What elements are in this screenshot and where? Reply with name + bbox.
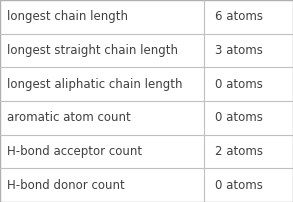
- Text: 6 atoms: 6 atoms: [215, 10, 263, 23]
- Text: longest aliphatic chain length: longest aliphatic chain length: [7, 78, 183, 91]
- Text: H-bond acceptor count: H-bond acceptor count: [7, 145, 142, 158]
- Text: 0 atoms: 0 atoms: [215, 111, 263, 124]
- Text: 0 atoms: 0 atoms: [215, 179, 263, 192]
- Text: 0 atoms: 0 atoms: [215, 78, 263, 91]
- Text: aromatic atom count: aromatic atom count: [7, 111, 131, 124]
- Text: longest chain length: longest chain length: [7, 10, 128, 23]
- Text: 3 atoms: 3 atoms: [215, 44, 263, 57]
- Text: longest straight chain length: longest straight chain length: [7, 44, 178, 57]
- Text: 2 atoms: 2 atoms: [215, 145, 263, 158]
- Text: H-bond donor count: H-bond donor count: [7, 179, 125, 192]
